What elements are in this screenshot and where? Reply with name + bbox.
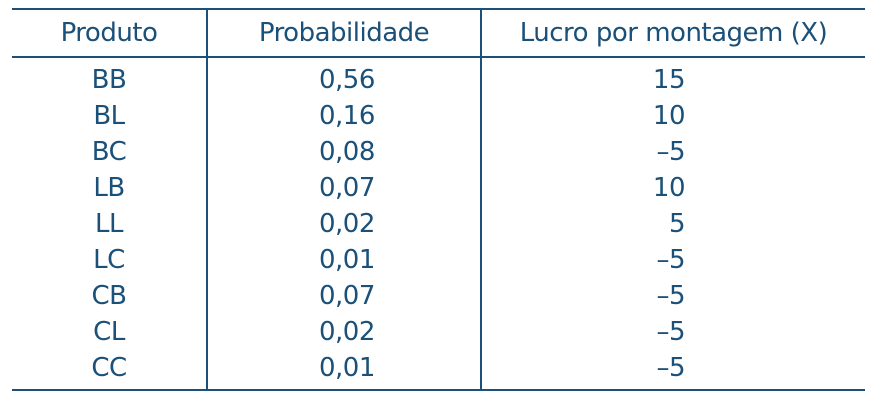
cell-produto: LB [93,173,125,203]
cell-probabilidade: 0,02 [206,206,481,242]
table-row: LL 0,02 5 [12,206,865,242]
cell-produto: CC [12,350,207,391]
table-row: LC 0,01 –5 [12,242,865,278]
cell-produto: LC [93,245,125,275]
cell-produto: BL [93,101,125,131]
header-row: Produto Probabilidade Lucro por montagem… [12,8,865,58]
cell-produto: BB [91,65,127,95]
cell-lucro: 5 [480,206,865,242]
cell-lucro: –5 [480,314,865,350]
cell-probabilidade: 0,01 [206,350,481,391]
table-row: LB 0,07 10 [12,170,865,206]
probability-table: Produto Probabilidade Lucro por montagem… [12,8,865,391]
cell-lucro: 10 [480,98,865,134]
cell-probabilidade: 0,02 [206,314,481,350]
cell-probabilidade: 0,07 [206,170,481,206]
cell-lucro: 10 [480,170,865,206]
cell-produto: CB [91,281,128,311]
cell-probabilidade: 0,16 [206,98,481,134]
table-row: BB 0,56 15 [12,57,865,98]
header-probabilidade: Probabilidade [206,8,481,58]
table-row: CL 0,02 –5 [12,314,865,350]
header-produto: Produto [12,8,207,58]
cell-produto: CL [93,317,125,347]
table-row: BL 0,16 10 [12,98,865,134]
table-header: Produto Probabilidade Lucro por montagem… [12,8,865,58]
cell-lucro: 15 [480,57,865,98]
cell-lucro: –5 [480,278,865,314]
cell-produto: LL [95,209,123,239]
table-row: BC 0,08 –5 [12,134,865,170]
cell-probabilidade: 0,01 [206,242,481,278]
table-row: CB 0,07 –5 [12,278,865,314]
cell-probabilidade: 0,07 [206,278,481,314]
cell-produto: BC [91,137,127,167]
cell-lucro: –5 [480,242,865,278]
table-row: CC 0,01 –5 [12,350,865,391]
cell-probabilidade: 0,08 [206,134,481,170]
cell-lucro: –5 [480,350,865,391]
cell-probabilidade: 0,56 [206,57,481,98]
header-lucro: Lucro por montagem (X) [480,8,865,58]
table-body: BB 0,56 15 BL 0,16 10 BC 0,08 –5 LB 0,07… [12,57,865,391]
cell-lucro: –5 [480,134,865,170]
